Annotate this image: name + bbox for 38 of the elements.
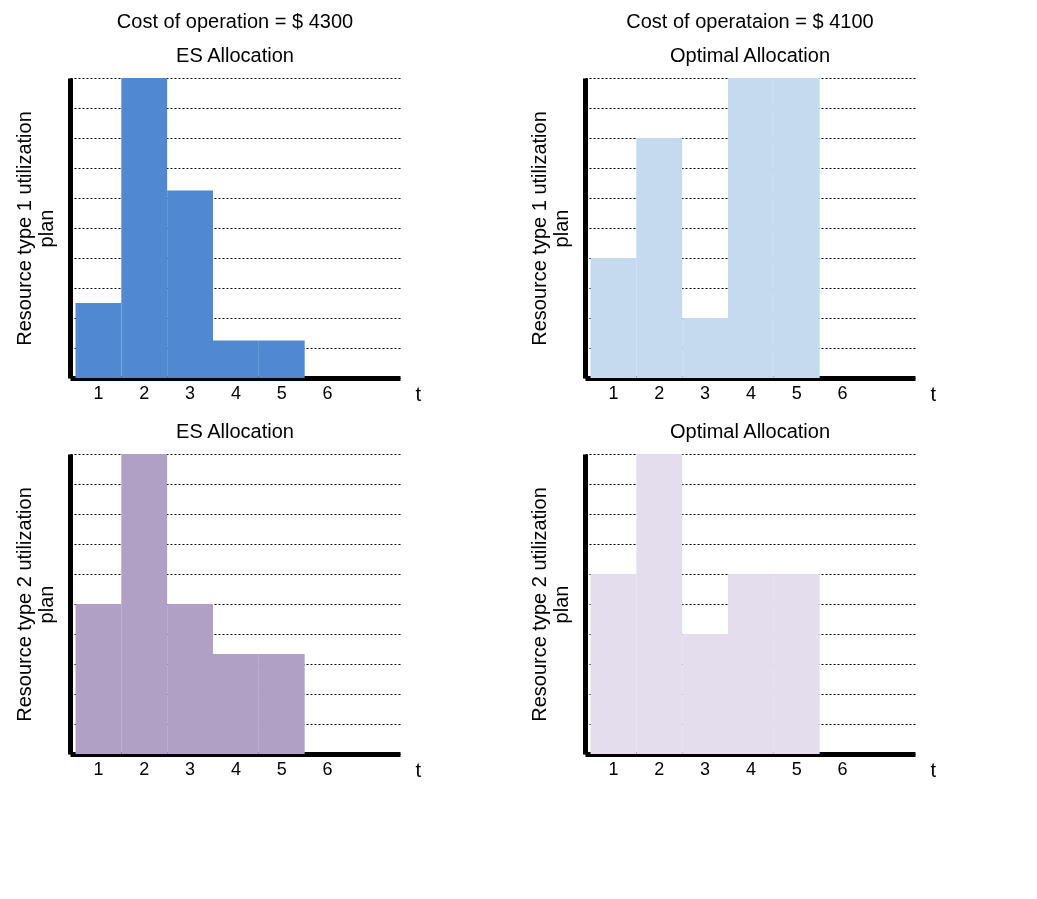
- x-axis-title: t: [930, 382, 937, 405]
- y-axis-title: Resource type 2 utilization plan: [12, 487, 57, 722]
- x-axis-title: t: [930, 758, 937, 781]
- x-tick-label: 3: [185, 382, 196, 403]
- chart-subtitle: ES Allocation: [176, 44, 294, 66]
- x-tick-label: 3: [700, 382, 711, 403]
- x-axis-title: t: [415, 382, 422, 405]
- x-tick-label: 5: [791, 758, 802, 779]
- x-tick-label: 1: [608, 382, 619, 403]
- x-tick-label: 5: [791, 382, 802, 403]
- x-tick-label: 2: [654, 758, 665, 779]
- x-tick-label: 6: [837, 382, 848, 403]
- y-axis-title: Resource type 1 utilization plan: [12, 111, 57, 346]
- x-tick-label: 6: [322, 758, 333, 779]
- x-tick-label: 2: [139, 382, 150, 403]
- chart-title: Cost of operation = $ 4300: [116, 10, 354, 32]
- x-tick-label: 1: [93, 758, 104, 779]
- x-tick-label: 3: [700, 758, 711, 779]
- chart-subtitle: Optimal Allocation: [669, 44, 831, 66]
- x-tick-label: 6: [837, 758, 848, 779]
- y-axis-title: Resource type 1 utilization plan: [527, 111, 572, 346]
- x-axis-title: t: [415, 758, 422, 781]
- chart-title: ES Allocation: [176, 420, 294, 442]
- x-tick-label: 4: [745, 382, 756, 403]
- x-tick-label: 4: [745, 758, 756, 779]
- x-tick-label: 5: [276, 758, 287, 779]
- x-tick-label: 3: [185, 758, 196, 779]
- x-tick-label: 5: [276, 382, 287, 403]
- x-tick-label: 2: [139, 758, 150, 779]
- chart-title: Cost of operataion = $ 4100: [626, 10, 874, 32]
- x-tick-label: 1: [93, 382, 104, 403]
- x-tick-label: 2: [654, 382, 665, 403]
- x-tick-label: 6: [322, 382, 333, 403]
- chart-title: Optimal Allocation: [669, 420, 831, 442]
- x-tick-label: 1: [608, 758, 619, 779]
- x-tick-label: 4: [230, 758, 241, 779]
- y-axis-title: Resource type 2 utilization plan: [527, 487, 572, 722]
- x-tick-label: 4: [230, 382, 241, 403]
